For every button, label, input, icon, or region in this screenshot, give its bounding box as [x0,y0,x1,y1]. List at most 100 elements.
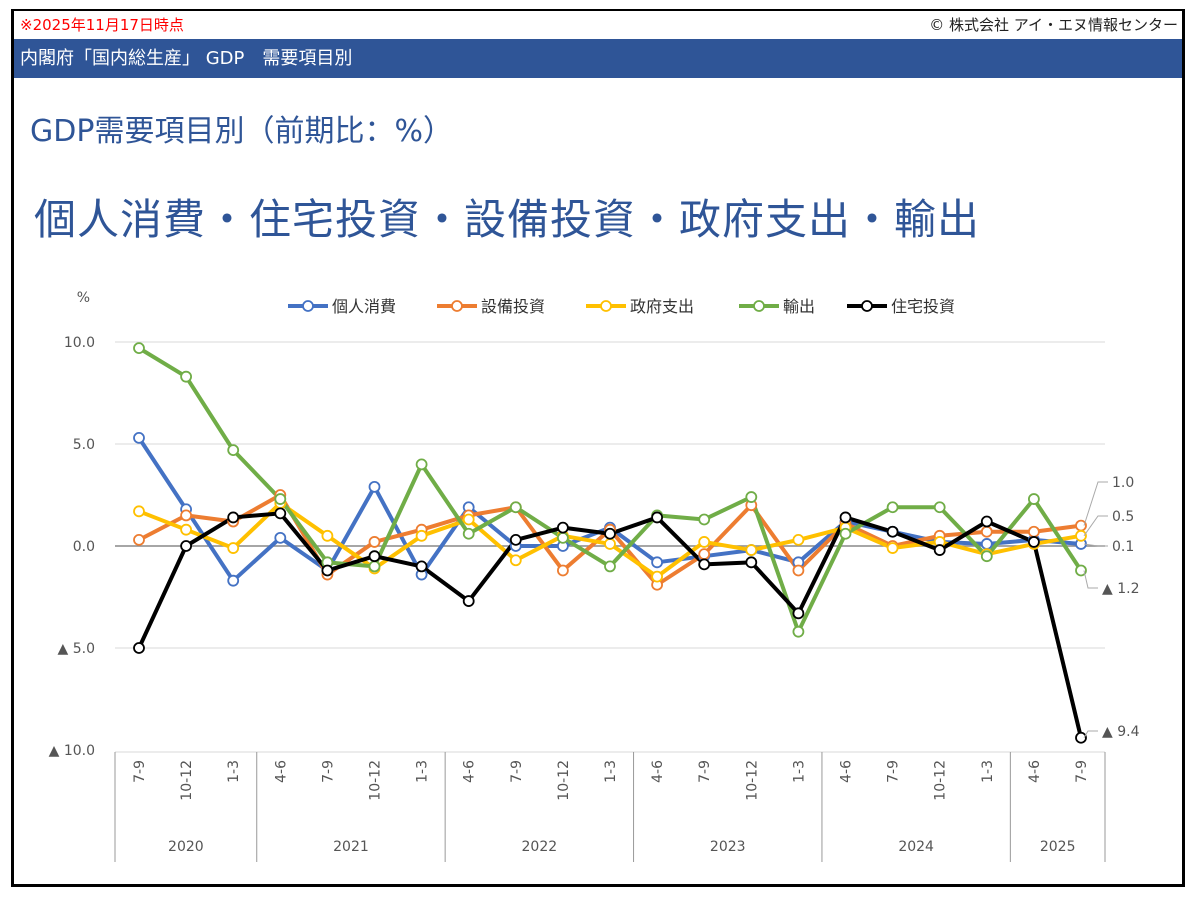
x-tick-label: 7-9 [697,760,713,783]
data-point [886,501,899,514]
x-tick-label: 10-12 [933,760,949,801]
legend-item: 住宅投資 [891,297,955,316]
data-point [368,560,381,573]
data-point [886,542,899,554]
data-point [227,511,240,524]
x-tick-label: 10-12 [368,760,384,801]
data-point [980,525,993,538]
data-point [415,529,428,542]
data-annotation: 0.1 [1112,539,1134,555]
x-tick-label: 4-6 [650,760,666,783]
data-point [133,505,145,518]
x-year-label: 2022 [522,839,558,855]
data-point [792,607,805,620]
x-tick-label: 7-9 [132,760,148,783]
data-point [180,509,193,522]
data-point [415,560,428,573]
data-point [1028,493,1040,505]
data-point [792,625,805,638]
data-point [557,564,569,577]
x-year-label: 2024 [898,839,934,855]
chart-main-title: 個人消費・住宅投資・設備投資・政府支出・輸出 [34,195,981,244]
data-point [1075,529,1087,542]
data-point [1028,536,1040,548]
data-point [698,558,711,571]
data-point [933,501,946,514]
data-point [792,564,805,577]
chart-frame: ※2025年11月17日時点 © 株式会社 アイ・エヌ情報センター 内閣府「国内… [11,9,1185,887]
x-tick-label: 1-3 [226,760,242,783]
data-point [886,525,899,538]
legend-item: 設備投資 [481,297,545,316]
data-annotations: 1.0 0.5 0.1 ▲ 1.2 ▲ 9.4 [1083,475,1140,740]
as-of-date: ※2025年11月17日時点 [20,16,184,34]
data-point [133,342,145,355]
x-tick-label: 10-12 [744,760,760,801]
x-axis: 7-9 10-12 1-3 4-6 7-9 10-12 1-3 4-6 7-9 10-12 1-3 4… [114,751,1106,862]
data-point [604,560,616,573]
data-annotation: 0.5 [1112,509,1134,525]
data-point [509,533,522,546]
data-point [745,544,758,556]
x-tick-label: 4-6 [273,760,289,783]
x-tick-label: 7-9 [1074,760,1090,783]
y-tick-label: 10.0 [64,335,95,351]
data-annotation: ▲ 1.2 [1102,581,1139,597]
data-annotation: ▲ 9.4 [1102,724,1140,740]
data-point [698,548,711,561]
data-point [604,538,616,550]
data-point [745,491,758,503]
data-point [651,511,663,524]
data-point [368,536,381,548]
data-point [651,570,663,583]
data-point [698,536,711,548]
x-year-label: 2025 [1040,839,1076,855]
series-lines [133,342,1087,744]
data-point [180,523,193,536]
top-bar: ※2025年11月17日時点 © 株式会社 アイ・エヌ情報センター [14,11,1182,38]
x-tick-label: 4-6 [839,760,855,783]
data-point [651,556,663,569]
data-point [980,515,993,528]
x-tick-label: 7-9 [886,760,902,783]
data-point [227,444,240,457]
data-point [604,527,616,540]
x-year-label: 2023 [710,839,746,855]
data-point [274,493,287,505]
data-point [227,542,240,554]
data-point [509,554,522,567]
data-point [415,458,428,471]
data-point [321,529,334,542]
data-point [180,540,193,552]
data-point [368,480,381,493]
x-year-label: 2020 [168,839,204,855]
data-point [462,527,475,540]
y-axis: 10.0 5.0 0.0 ▲ 5.0 ▲ 10.0% [49,290,95,759]
x-tick-label: 10-12 [179,760,195,801]
x-tick-label: 1-3 [603,760,619,783]
y-axis-unit: % [77,290,90,306]
data-point [509,501,522,514]
data-point [462,513,475,526]
data-point [1075,564,1087,577]
legend-item: 政府支出 [630,297,694,316]
data-point [274,531,287,544]
data-point [180,370,193,383]
data-point [980,550,993,563]
data-annotation: 1.0 [1112,475,1134,491]
x-tick-label: 1-3 [791,760,807,783]
x-tick-label: 4-6 [1027,760,1043,783]
data-point [133,533,145,546]
data-point [557,521,569,534]
data-point [792,533,805,546]
data-point [933,544,946,556]
data-point [133,642,145,654]
data-point [1028,525,1040,538]
legend: 個人消費 設備投資 政府支出 輸出 住宅投資 [288,297,955,316]
data-point [1075,731,1087,744]
legend-item: 個人消費 [332,297,396,316]
data-point [227,574,240,587]
x-year-label: 2021 [333,839,369,855]
data-point [745,556,758,569]
x-tick-label: 10-12 [556,760,572,801]
